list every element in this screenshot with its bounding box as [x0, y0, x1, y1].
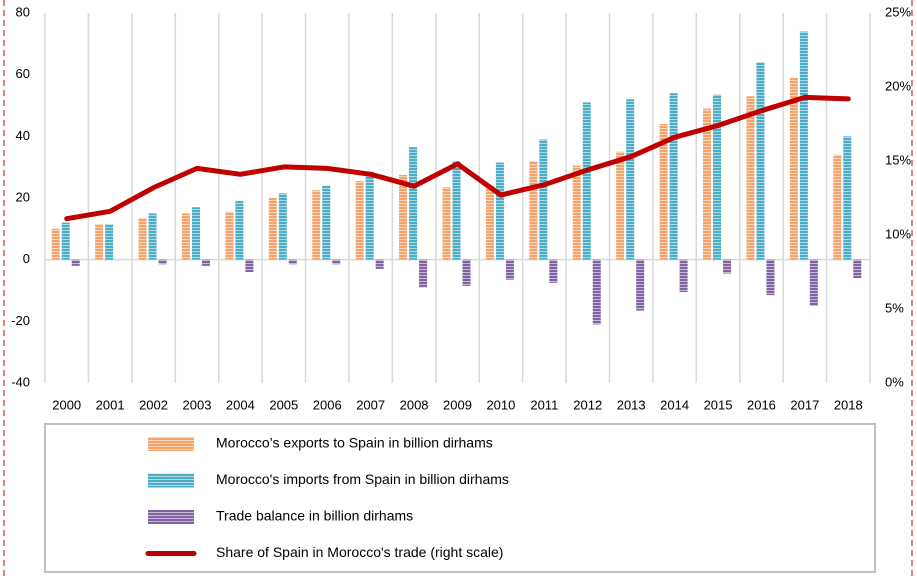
x-tick-label: 2000 [52, 397, 81, 412]
y2-tick-label: 5% [885, 300, 904, 315]
y-tick-label: -20 [11, 313, 30, 328]
bar [442, 187, 451, 260]
y-tick-label: 40 [16, 128, 30, 143]
legend-label: Morocco’s exports to Spain in billion di… [216, 435, 493, 451]
legend-swatch [148, 473, 194, 488]
x-tick-label: 2014 [660, 397, 689, 412]
bar [853, 259, 862, 279]
bar [592, 259, 601, 325]
bar [799, 31, 808, 260]
bar [225, 211, 234, 260]
x-tick-label: 2005 [269, 397, 298, 412]
bar [756, 62, 765, 260]
bar [201, 259, 210, 266]
bar [268, 198, 277, 260]
bar [723, 259, 732, 274]
bar [549, 259, 558, 283]
x-tick-label: 2002 [139, 397, 168, 412]
y2-tick-label: 0% [885, 374, 904, 389]
bar [809, 259, 818, 306]
x-tick-label: 2008 [400, 397, 429, 412]
x-tick-label: 2001 [96, 397, 125, 412]
y-tick-label: 0 [23, 251, 30, 266]
bar [95, 224, 104, 260]
x-tick-label: 2015 [704, 397, 733, 412]
x-tick-label: 2007 [356, 397, 385, 412]
bar [833, 154, 842, 260]
bar [572, 165, 581, 260]
x-tick-label: 2018 [834, 397, 863, 412]
bar [669, 93, 678, 260]
bar [789, 77, 798, 260]
x-tick-label: 2006 [313, 397, 342, 412]
bar [158, 259, 167, 265]
bar [245, 259, 254, 272]
bar [375, 259, 384, 269]
bar [843, 136, 852, 260]
bar [582, 102, 591, 260]
bar [495, 162, 504, 260]
bar [539, 139, 548, 260]
legend-swatch [148, 437, 194, 451]
bar [419, 259, 428, 288]
x-tick-label: 2011 [530, 397, 558, 412]
y-tick-label: 60 [16, 66, 30, 81]
bar [181, 213, 190, 260]
bar [485, 185, 494, 260]
bar [288, 259, 297, 265]
bar [332, 259, 341, 265]
x-tick-label: 2009 [443, 397, 472, 412]
bar [365, 171, 374, 260]
bar [148, 213, 157, 260]
bar [636, 259, 645, 311]
bar [766, 259, 775, 296]
bar [399, 174, 408, 260]
bar [278, 193, 287, 260]
bar [322, 185, 331, 260]
bar [105, 224, 114, 260]
bar [355, 181, 364, 260]
bar [616, 151, 625, 260]
bar [71, 259, 80, 266]
bar [703, 108, 712, 260]
bar [659, 124, 668, 260]
legend-swatch [148, 510, 194, 524]
x-tick-label: 2016 [747, 397, 776, 412]
y2-tick-label: 25% [885, 4, 911, 19]
x-tick-label: 2003 [183, 397, 212, 412]
y-tick-label: -40 [11, 374, 30, 389]
legend-label: Trade balance in billion dirhams [216, 508, 413, 524]
bar [746, 96, 755, 260]
legend-label: Morocco's imports from Spain in billion … [216, 471, 509, 487]
bar [138, 218, 147, 260]
bar [409, 147, 418, 260]
x-tick-label: 2004 [226, 397, 255, 412]
line [64, 94, 851, 222]
bar [529, 161, 538, 260]
legend-label: Share of Spain in Morocco's trade (right… [216, 544, 503, 560]
x-tick-label: 2012 [573, 397, 602, 412]
bar [626, 99, 635, 260]
y-tick-label: 80 [16, 4, 30, 19]
bar [235, 201, 244, 260]
bar [191, 207, 200, 260]
y2-tick-label: 20% [885, 78, 911, 93]
bar [462, 259, 471, 286]
bar [505, 259, 514, 280]
bar [312, 190, 321, 260]
x-tick-label: 2013 [617, 397, 646, 412]
x-tick-label: 2017 [790, 397, 819, 412]
x-tick-label: 2010 [486, 397, 515, 412]
bar [713, 94, 722, 260]
y-tick-label: 20 [16, 189, 30, 204]
bar [452, 161, 461, 260]
bar [61, 222, 70, 260]
y2-tick-label: 10% [885, 226, 911, 241]
y2-tick-label: 15% [885, 152, 911, 167]
bar [679, 259, 688, 293]
bar [51, 228, 60, 260]
